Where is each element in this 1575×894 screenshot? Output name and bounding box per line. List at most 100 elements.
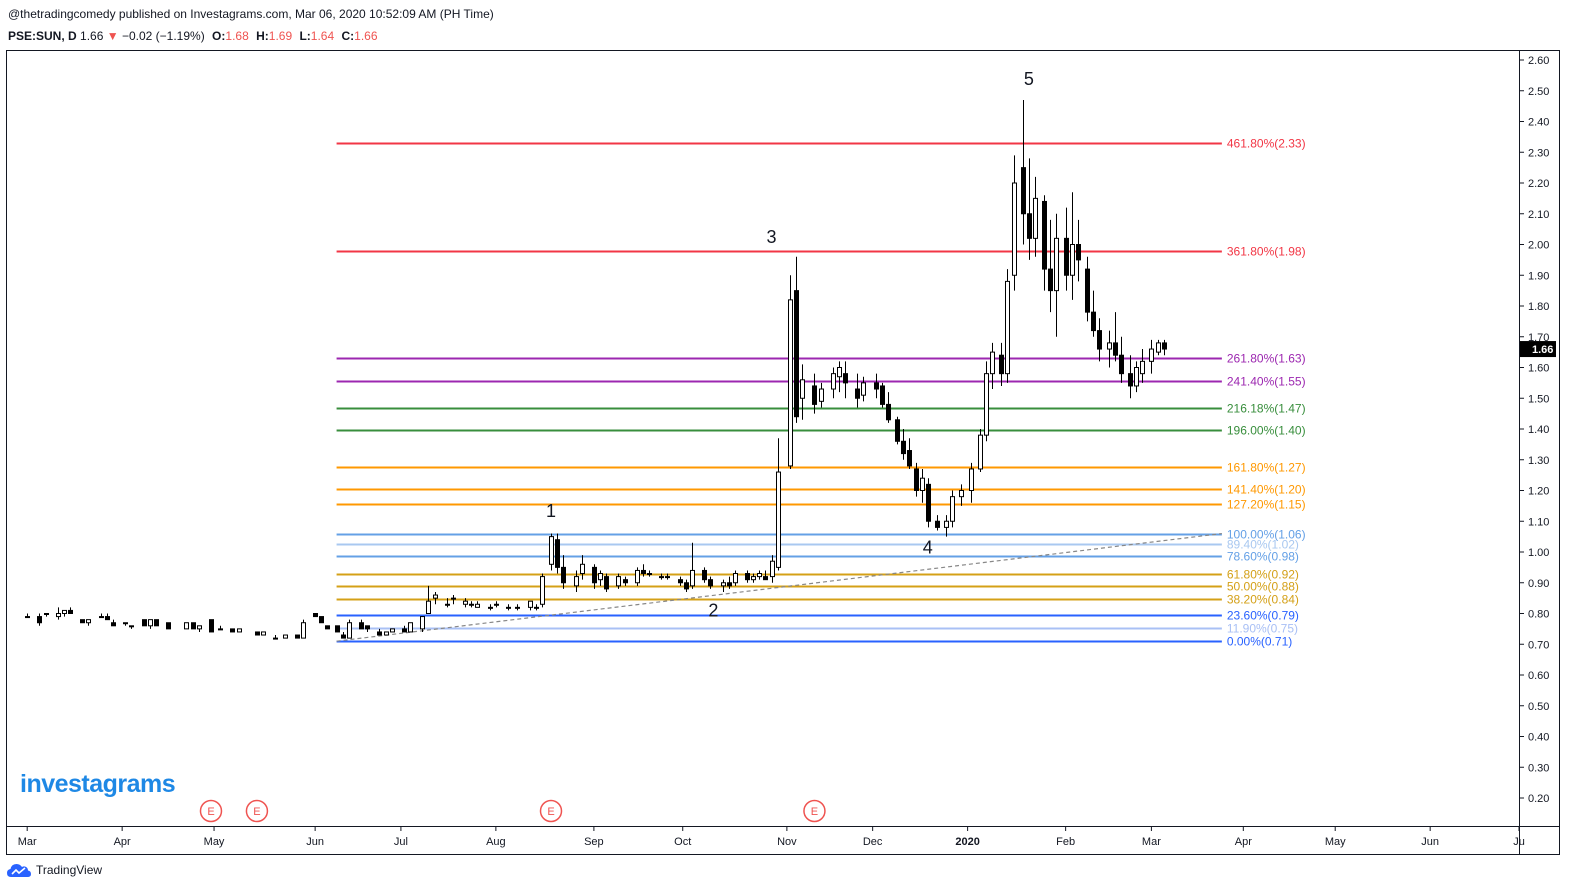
candle[interactable] [984,361,989,442]
candle[interactable] [794,256,799,423]
candle[interactable] [598,570,603,586]
candle[interactable] [1076,219,1081,282]
candle[interactable] [831,367,836,399]
candle[interactable] [44,613,49,617]
candle[interactable] [191,622,196,630]
candle[interactable] [549,533,554,571]
candle[interactable] [1027,158,1032,260]
candle[interactable] [390,628,395,633]
candle[interactable] [702,567,707,583]
earnings-marker[interactable]: E [803,799,826,823]
price-axis[interactable]: 2.60 2.50 2.40 2.30 2.20 2.10 2.00 1.90 1.80 1.70… [1519,55,1556,805]
candle[interactable] [751,573,756,583]
candle[interactable] [861,376,866,402]
candle[interactable] [776,438,781,571]
trendline[interactable] [336,532,1222,642]
candle[interactable] [469,601,474,608]
candle[interactable] [1005,269,1010,383]
candle[interactable] [515,604,520,611]
candle[interactable] [1134,361,1139,393]
candle[interactable] [528,600,533,611]
candle[interactable] [770,555,775,583]
candle[interactable] [1064,207,1069,291]
candle[interactable] [209,619,214,633]
candle[interactable] [745,570,750,583]
candle[interactable] [494,601,499,608]
candle[interactable] [230,628,235,633]
candle[interactable] [1097,318,1102,362]
candle[interactable] [80,619,85,624]
candle[interactable] [812,373,817,414]
candle[interactable] [56,607,61,620]
candle[interactable] [895,416,900,445]
candle[interactable] [347,619,352,639]
candle[interactable] [969,462,974,503]
earnings-marker[interactable]: E [539,799,563,823]
candle[interactable] [1119,336,1124,383]
candle[interactable] [534,604,539,611]
candle[interactable] [273,635,278,640]
candle[interactable] [920,468,925,503]
candle[interactable] [604,573,609,592]
earnings-marker[interactable]: E [199,799,223,823]
candle[interactable] [313,613,318,618]
candle[interactable] [359,619,364,630]
candle[interactable] [1162,339,1167,356]
candle[interactable] [142,619,147,627]
candle[interactable] [659,573,664,580]
candle[interactable] [184,622,189,630]
candle[interactable] [255,631,260,636]
candle[interactable] [665,573,670,580]
candle[interactable] [166,622,171,630]
candle[interactable] [68,607,73,614]
candle[interactable] [914,462,919,497]
candle[interactable] [62,609,67,617]
candle[interactable] [1128,355,1133,399]
candle[interactable] [148,619,153,629]
candle[interactable] [433,591,438,605]
candle[interactable] [561,555,566,589]
candle[interactable] [901,429,906,460]
candle[interactable] [855,373,860,408]
candle[interactable] [1054,213,1059,337]
candle[interactable] [990,342,995,390]
candle[interactable] [402,625,407,633]
candle[interactable] [335,625,340,633]
candle[interactable] [197,625,202,632]
candle[interactable] [684,579,689,592]
candlestick-series[interactable] [25,99,1167,640]
candle[interactable] [757,570,762,580]
candle[interactable] [647,570,652,577]
candle[interactable] [800,364,805,420]
candle[interactable] [86,619,91,626]
candle[interactable] [463,598,468,608]
candle[interactable] [1012,155,1017,291]
symbol-label[interactable]: PSE:SUN, D [8,29,77,43]
candle[interactable] [488,604,493,611]
candle[interactable] [623,576,628,586]
candle[interactable] [540,573,545,608]
candle[interactable] [25,613,30,619]
candle[interactable] [301,619,306,639]
candle[interactable] [506,604,511,611]
candle[interactable] [99,613,104,619]
candle[interactable] [1140,349,1145,383]
candle[interactable] [129,625,134,629]
candle[interactable] [721,579,726,592]
candle[interactable] [733,570,738,586]
candle[interactable] [944,515,949,537]
earnings-marker[interactable]: E [245,799,269,823]
candle[interactable] [690,542,695,589]
candle[interactable] [950,490,955,528]
candle[interactable] [154,619,159,627]
candle[interactable] [1042,195,1047,291]
candle[interactable] [261,631,266,636]
candle[interactable] [237,628,242,633]
candle[interactable] [1021,99,1026,245]
candle[interactable] [384,631,389,636]
candle[interactable] [886,392,891,423]
candle[interactable] [319,616,324,624]
candle[interactable] [1085,256,1090,322]
